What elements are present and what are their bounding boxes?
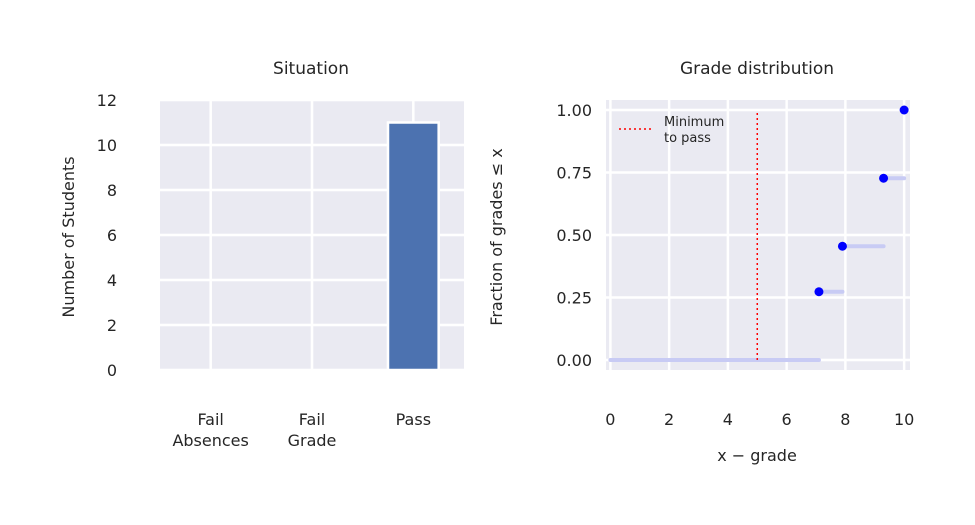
grade-x-tick-label: 8 [840,410,850,429]
situation-x-tick-label: Grade [288,431,337,450]
situation-y-tick-label: 2 [107,316,117,335]
cdf-point [814,287,824,297]
grade-y-tick-label: 0.00 [556,351,592,370]
situation-y-tick-label: 10 [97,136,117,155]
grade-distribution-x-ticks: 0 2 4 6 8 10 [605,410,914,429]
grade-x-tick-label: 2 [664,410,674,429]
situation-x-tick-label: Absences [172,431,248,450]
grade-distribution-legend: Minimum to pass [619,115,724,146]
situation-x-tick-label: Fail [197,410,223,429]
grade-y-tick-label: 1.00 [556,101,592,120]
grade-y-tick-label: 0.25 [556,289,592,308]
grade-distribution-y-axis-label: Fraction of grades ≤ x [487,148,506,325]
situation-bars [386,121,440,372]
situation-x-ticks: Fail Absences Fail Grade Pass [172,410,431,450]
situation-y-ticks: 0 2 4 6 8 10 12 [97,91,117,380]
situation-title: Situation [273,59,349,79]
situation-y-tick-label: 0 [107,361,117,380]
situation-y-tick-label: 6 [107,226,117,245]
grade-x-tick-label: 0 [605,410,615,429]
situation-y-axis-label: Number of Students [59,156,78,317]
cdf-point [879,173,889,183]
grade-distribution-chart: 0.00 0.25 0.50 0.75 1.00 0 2 4 6 8 10 Minimum to … [487,59,914,465]
cdf-point [837,241,847,251]
grade-distribution-title: Grade distribution [680,59,834,79]
situation-chart: 0 2 4 6 8 10 12 Fail Absences Fail Grade Pass Situ… [59,59,464,450]
cdf-point [899,105,909,115]
situation-x-tick-label: Fail [299,410,325,429]
situation-x-tick-label: Pass [396,410,431,429]
grade-distribution-x-axis-label: x − grade [717,446,797,465]
grade-y-tick-label: 0.50 [556,226,592,245]
legend-label-line-1: Minimum [664,115,724,130]
grade-x-tick-label: 10 [894,410,914,429]
situation-y-tick-label: 8 [107,181,117,200]
grade-y-tick-label: 0.75 [556,164,592,183]
legend-label-line-2: to pass [664,131,711,146]
situation-y-tick-label: 4 [107,271,117,290]
grade-x-tick-label: 6 [782,410,792,429]
situation-y-tick-label: 12 [97,91,117,110]
grade-x-tick-label: 4 [723,410,733,429]
grade-distribution-y-ticks: 0.00 0.25 0.50 0.75 1.00 [556,101,592,370]
grade-distribution-points [814,105,909,297]
situation-bar [386,121,440,372]
